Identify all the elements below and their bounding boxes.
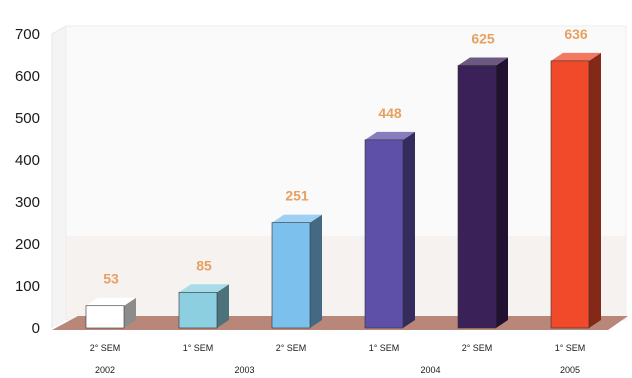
y-tick-label: 100 bbox=[15, 278, 40, 295]
bars bbox=[85, 52, 601, 329]
year-label: 2004 bbox=[420, 365, 440, 375]
bar-top bbox=[365, 131, 415, 140]
category-label: 1° SEM bbox=[555, 343, 586, 353]
bar-top bbox=[272, 214, 322, 223]
bar-side bbox=[496, 57, 508, 328]
category-label: 1° SEM bbox=[369, 343, 400, 353]
y-tick-label: 200 bbox=[15, 236, 40, 253]
bar-top bbox=[179, 284, 229, 293]
bar-front bbox=[271, 222, 311, 329]
x-axis: 2° SEM 1° SEM 2° SEM 1° SEM 2° SEM 1° SEM 2002… bbox=[90, 343, 586, 375]
bar-front bbox=[550, 60, 590, 329]
bar-side bbox=[403, 131, 415, 328]
chart-walls bbox=[51, 25, 627, 328]
year-label: 2003 bbox=[234, 365, 254, 375]
bar-front bbox=[364, 139, 404, 329]
bar-side bbox=[124, 297, 136, 328]
y-tick-label: 600 bbox=[15, 68, 40, 85]
floor-plane bbox=[52, 316, 628, 330]
category-label: 2° SEM bbox=[276, 343, 307, 353]
value-label: 53 bbox=[103, 271, 119, 287]
value-label: 636 bbox=[564, 26, 588, 42]
bar bbox=[550, 52, 601, 329]
value-label: 625 bbox=[471, 31, 495, 47]
bar-side bbox=[310, 214, 322, 328]
year-label: 2002 bbox=[95, 365, 115, 375]
bar bbox=[364, 131, 415, 329]
bar bbox=[85, 297, 136, 329]
value-label: 448 bbox=[378, 105, 402, 121]
y-tick-label: 400 bbox=[15, 152, 40, 169]
category-label: 2° SEM bbox=[90, 343, 121, 353]
value-label: 85 bbox=[196, 257, 212, 273]
chart-floor bbox=[52, 316, 628, 330]
y-tick-label: 500 bbox=[15, 110, 40, 127]
bar bbox=[178, 284, 229, 329]
y-axis: 0 100 200 300 400 500 600 700 bbox=[15, 26, 40, 337]
year-label: 2005 bbox=[560, 365, 580, 375]
bar-side bbox=[217, 284, 229, 328]
bar bbox=[271, 214, 322, 329]
bar-front bbox=[457, 65, 497, 329]
bar-side bbox=[589, 52, 601, 328]
y-tick-label: 700 bbox=[15, 26, 40, 43]
y-tick-label: 0 bbox=[32, 320, 40, 337]
back-wall-band bbox=[66, 236, 626, 320]
value-label: 251 bbox=[285, 188, 309, 204]
bar-front bbox=[178, 291, 218, 329]
category-label: 1° SEM bbox=[183, 343, 214, 353]
bar-top bbox=[86, 297, 136, 306]
bar-top bbox=[551, 52, 601, 61]
value-labels: 53 85 251 448 625 636 bbox=[103, 26, 588, 287]
bar-top bbox=[458, 57, 508, 66]
bar bbox=[457, 57, 508, 329]
y-tick-label: 300 bbox=[15, 194, 40, 211]
left-wall bbox=[51, 25, 67, 328]
bar-front bbox=[85, 305, 125, 329]
category-label: 2° SEM bbox=[462, 343, 493, 353]
